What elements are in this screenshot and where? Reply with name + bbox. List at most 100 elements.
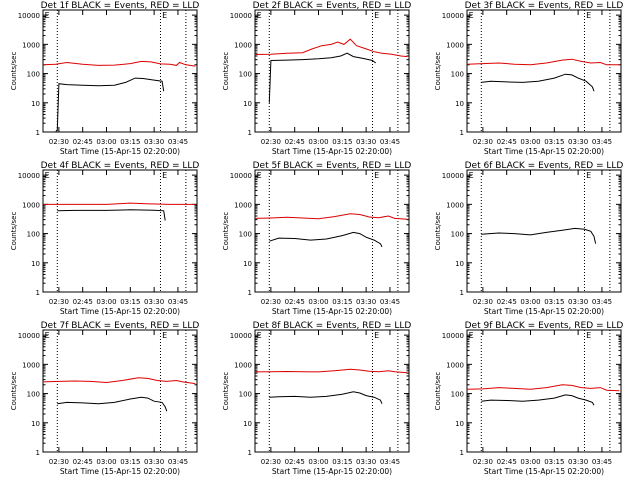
chart-title: Det 2f BLACK = Events, RED = LLD	[253, 1, 412, 11]
y-tick-label: 10	[31, 260, 40, 268]
x-tick-label: 03:45	[592, 298, 612, 306]
y-axis-label: Counts/sec	[10, 372, 18, 411]
x-tick-label: 03:45	[168, 298, 188, 306]
y-tick-label: 10	[455, 260, 464, 268]
e-marker: E	[469, 11, 474, 20]
y-tick-label: 1000	[234, 361, 252, 369]
e-marker: E	[374, 331, 379, 340]
chart-title: Det 5f BLACK = Events, RED = LLD	[253, 161, 412, 171]
y-axis-label: Counts/sec	[10, 212, 18, 251]
y-tick-label: 10	[455, 420, 464, 428]
e-marker: E	[45, 331, 50, 340]
series-line-lld	[254, 38, 408, 58]
series-line-lld	[466, 58, 620, 66]
y-axis-label: Counts/sec	[434, 52, 442, 91]
y-tick-label: 10	[31, 100, 40, 108]
y-tick-label: 10	[243, 260, 252, 268]
y-tick-label: 1	[460, 449, 464, 457]
x-tick-label: 03:15	[120, 298, 140, 306]
x-tick-label: 03:15	[544, 458, 564, 466]
x-tick-label: 02:45	[73, 138, 93, 146]
y-tick-label: 1000	[22, 41, 40, 49]
x-tick-label: 03:45	[380, 458, 400, 466]
x-tick-label: 03:00	[96, 458, 116, 466]
x-tick-label: 02:30	[49, 458, 69, 466]
y-tick-label: 100	[27, 71, 40, 79]
x-tick-label: 02:30	[473, 138, 493, 146]
x-tick-label: 03:45	[380, 298, 400, 306]
y-tick-label: 1	[248, 449, 252, 457]
chart-panel-3: Det 3f BLACK = Events, RED = LLD 1 10 100 10…	[434, 1, 623, 156]
chart-panel-1: Det 1f BLACK = Events, RED = LLD 1 10 100 10…	[10, 1, 199, 156]
x-tick-label: 03:45	[592, 138, 612, 146]
y-tick-label: 10000	[18, 172, 40, 180]
x-tick-label: 03:30	[568, 138, 588, 146]
y-axis-label: Counts/sec	[222, 372, 230, 411]
plot-frame	[42, 329, 198, 453]
y-tick-label: 10	[243, 100, 252, 108]
y-tick-label: 1	[248, 289, 252, 297]
x-tick-label: 03:15	[332, 138, 352, 146]
x-tick-label: 03:30	[144, 298, 164, 306]
y-axis-label: Counts/sec	[222, 52, 230, 91]
e-marker: E	[257, 11, 262, 20]
plot-frame	[42, 9, 198, 133]
x-tick-label: 02:30	[261, 458, 281, 466]
series-line-lld	[254, 213, 408, 220]
x-axis-label: Start Time (15-Apr-15 02:20:00)	[60, 467, 180, 476]
chart-title: Det 1f BLACK = Events, RED = LLD	[41, 1, 200, 11]
plot-frame	[254, 9, 410, 133]
y-tick-label: 10	[455, 100, 464, 108]
x-tick-label: 03:45	[168, 458, 188, 466]
x-axis-label: Start Time (15-Apr-15 02:20:00)	[272, 467, 392, 476]
e-marker: E	[257, 171, 262, 180]
y-tick-label: 1000	[234, 201, 252, 209]
e-marker: E	[45, 171, 50, 180]
y-tick-label: 1000	[446, 201, 464, 209]
x-axis-label: Start Time (15-Apr-15 02:20:00)	[484, 307, 604, 316]
y-tick-label: 10000	[18, 12, 40, 20]
chart-panel-5: Det 5f BLACK = Events, RED = LLD 1 10 100 10…	[222, 161, 411, 316]
e-marker: E	[45, 11, 50, 20]
x-tick-label: 03:00	[96, 298, 116, 306]
x-tick-label: 03:15	[544, 138, 564, 146]
series-line-lld	[42, 60, 196, 67]
y-tick-label: 1000	[22, 201, 40, 209]
x-tick-label: 02:30	[49, 138, 69, 146]
e-marker: E	[162, 171, 167, 180]
series-line-events	[481, 73, 595, 92]
y-axis-label: Counts/sec	[222, 212, 230, 251]
e-marker: E	[257, 331, 262, 340]
y-tick-label: 1000	[22, 361, 40, 369]
e-marker: E	[469, 331, 474, 340]
x-tick-label: 03:30	[144, 458, 164, 466]
x-tick-label: 02:45	[285, 298, 305, 306]
y-tick-label: 10	[243, 420, 252, 428]
series-line-events	[57, 396, 168, 412]
e-marker: E	[586, 171, 591, 180]
e-marker: E	[586, 11, 591, 20]
x-tick-label: 03:00	[308, 458, 328, 466]
x-tick-label: 02:45	[73, 298, 93, 306]
x-tick-label: 02:30	[261, 138, 281, 146]
y-tick-label: 100	[239, 71, 252, 79]
x-axis-label: Start Time (15-Apr-15 02:20:00)	[272, 147, 392, 156]
x-tick-label: 02:45	[285, 138, 305, 146]
x-tick-label: 03:30	[356, 138, 376, 146]
x-axis-label: Start Time (15-Apr-15 02:20:00)	[60, 147, 180, 156]
x-tick-label: 03:15	[120, 458, 140, 466]
x-tick-label: 03:30	[568, 298, 588, 306]
x-tick-label: 02:45	[497, 298, 517, 306]
x-tick-label: 02:30	[473, 458, 493, 466]
series-line-events	[481, 394, 595, 406]
x-tick-label: 03:30	[568, 458, 588, 466]
y-axis-label: Counts/sec	[434, 372, 442, 411]
y-tick-label: 1	[248, 129, 252, 137]
chart-title: Det 9f BLACK = Events, RED = LLD	[465, 321, 624, 331]
x-tick-label: 02:45	[497, 138, 517, 146]
x-tick-label: 03:30	[356, 458, 376, 466]
y-tick-label: 100	[239, 231, 252, 239]
chart-panel-7: Det 7f BLACK = Events, RED = LLD 1 10 100 10…	[10, 321, 199, 476]
x-tick-label: 03:45	[592, 458, 612, 466]
